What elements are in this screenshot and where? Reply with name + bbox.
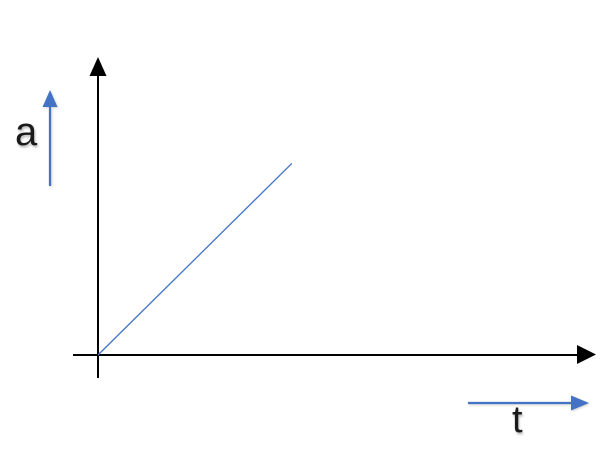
up-arrow-icon [42,90,58,186]
x-axis-arrowhead-icon [577,345,596,364]
y-axis-label: a [15,110,38,154]
right-arrow-icon [468,395,589,411]
data-line [97,162,293,356]
y-axis [89,57,107,378]
x-axis [73,345,596,364]
y-axis-arrowhead-icon [89,57,107,76]
x-axis-label: t [512,399,523,441]
